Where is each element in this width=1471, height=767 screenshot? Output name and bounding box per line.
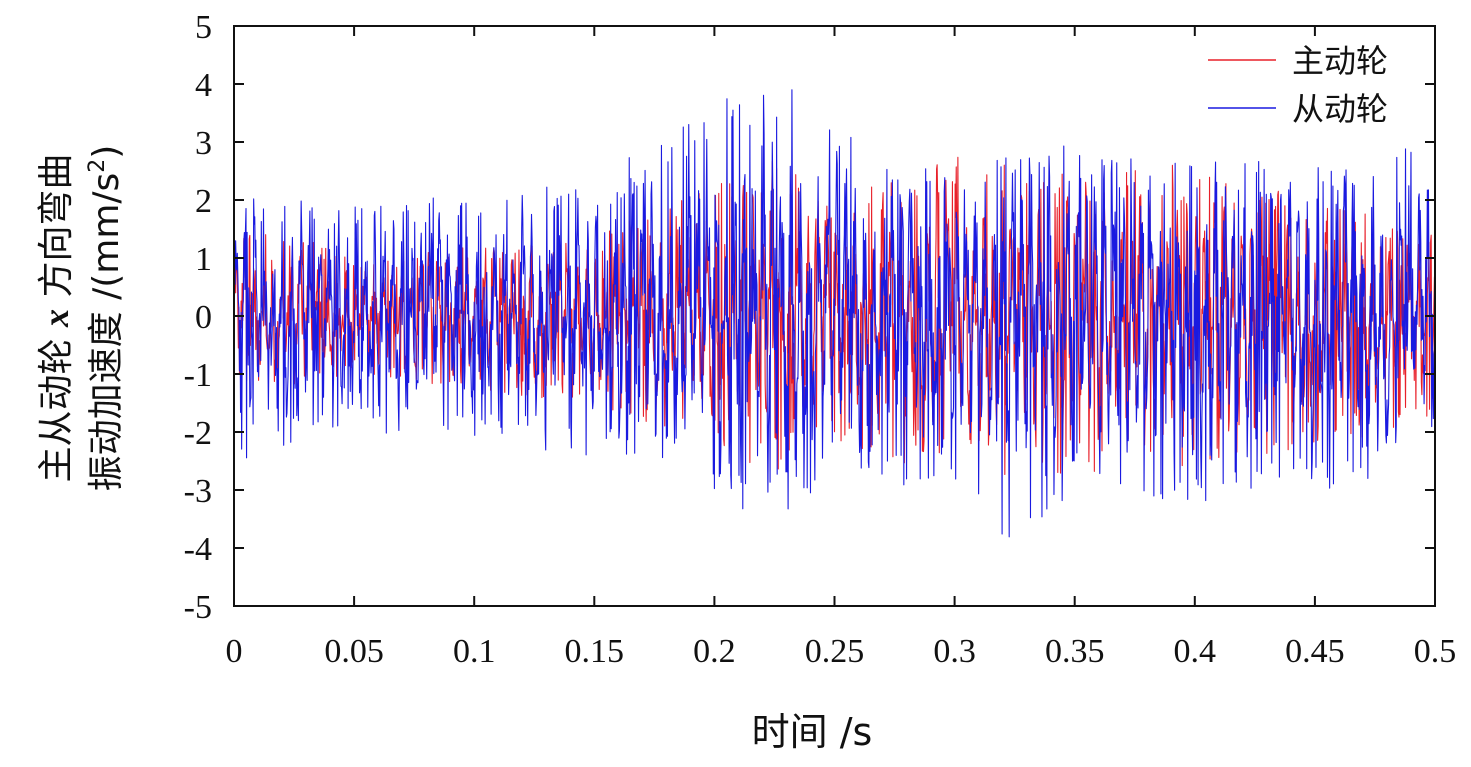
legend: 主动轮 从动轮 [1208, 42, 1388, 128]
y-tick-label: -5 [184, 589, 212, 626]
legend-label-driving: 主动轮 [1292, 42, 1388, 80]
x-tick-label: 0.2 [693, 633, 736, 670]
x-tick-label: 0.1 [453, 633, 496, 670]
x-tick-label: 0 [226, 633, 243, 670]
x-tick-label: 0.15 [565, 633, 625, 670]
x-tick-label: 0.4 [1174, 633, 1217, 670]
x-tick-label: 0.5 [1414, 633, 1457, 670]
y-tick-label: 5 [195, 9, 212, 46]
y-axis-title-line2: 振动加速度 /(mm/s2) [85, 145, 127, 492]
y-axis-title-line2-a: 振动加速度 /(mm/s [86, 173, 127, 492]
y-tick-label: -1 [184, 357, 212, 394]
y-tick-label: 1 [195, 241, 212, 278]
y-tick-label: 3 [195, 125, 212, 162]
y-tick-label: 2 [195, 183, 212, 220]
y-tick-label: 0 [195, 299, 212, 336]
series-line-driven [233, 89, 1436, 538]
y-axis-title-line2-sup: 2 [85, 159, 110, 173]
x-tick-labels: 0 0.05 0.1 0.15 0.2 0.25 0.3 0.35 0.4 0.45 0.5 [226, 633, 1457, 670]
series-layer [233, 89, 1436, 538]
y-tick-label: -2 [184, 415, 212, 452]
y-axis-title: 主从动轮 x 方向弯曲 振动加速度 /(mm/s2) [36, 145, 127, 492]
y-tick-labels: 5 4 3 2 1 0 -1 -2 -3 -4 -5 [184, 9, 212, 626]
x-tick-label: 0.35 [1045, 633, 1105, 670]
x-tick-label: 0.3 [933, 633, 976, 670]
y-axis-title-line1-a: 主从动轮 [36, 327, 77, 482]
y-tick-label: -4 [184, 531, 212, 568]
x-tick-marks [233, 26, 1436, 606]
x-axis-title: 时间 /s [752, 710, 873, 754]
y-axis-title-line1-var: x [36, 309, 76, 328]
y-tick-label: 4 [195, 67, 212, 104]
y-tick-label: -3 [184, 473, 212, 510]
y-axis-title-line1-b: 方向弯曲 [36, 154, 77, 309]
y-tick-marks [234, 25, 1435, 607]
legend-label-driven: 从动轮 [1292, 90, 1388, 128]
y-axis-title-line2-b: ) [86, 145, 127, 159]
x-tick-label: 0.05 [324, 633, 384, 670]
x-tick-label: 0.25 [805, 633, 865, 670]
y-axis-title-line1: 主从动轮 x 方向弯曲 [36, 154, 77, 483]
x-tick-label: 0.45 [1285, 633, 1345, 670]
